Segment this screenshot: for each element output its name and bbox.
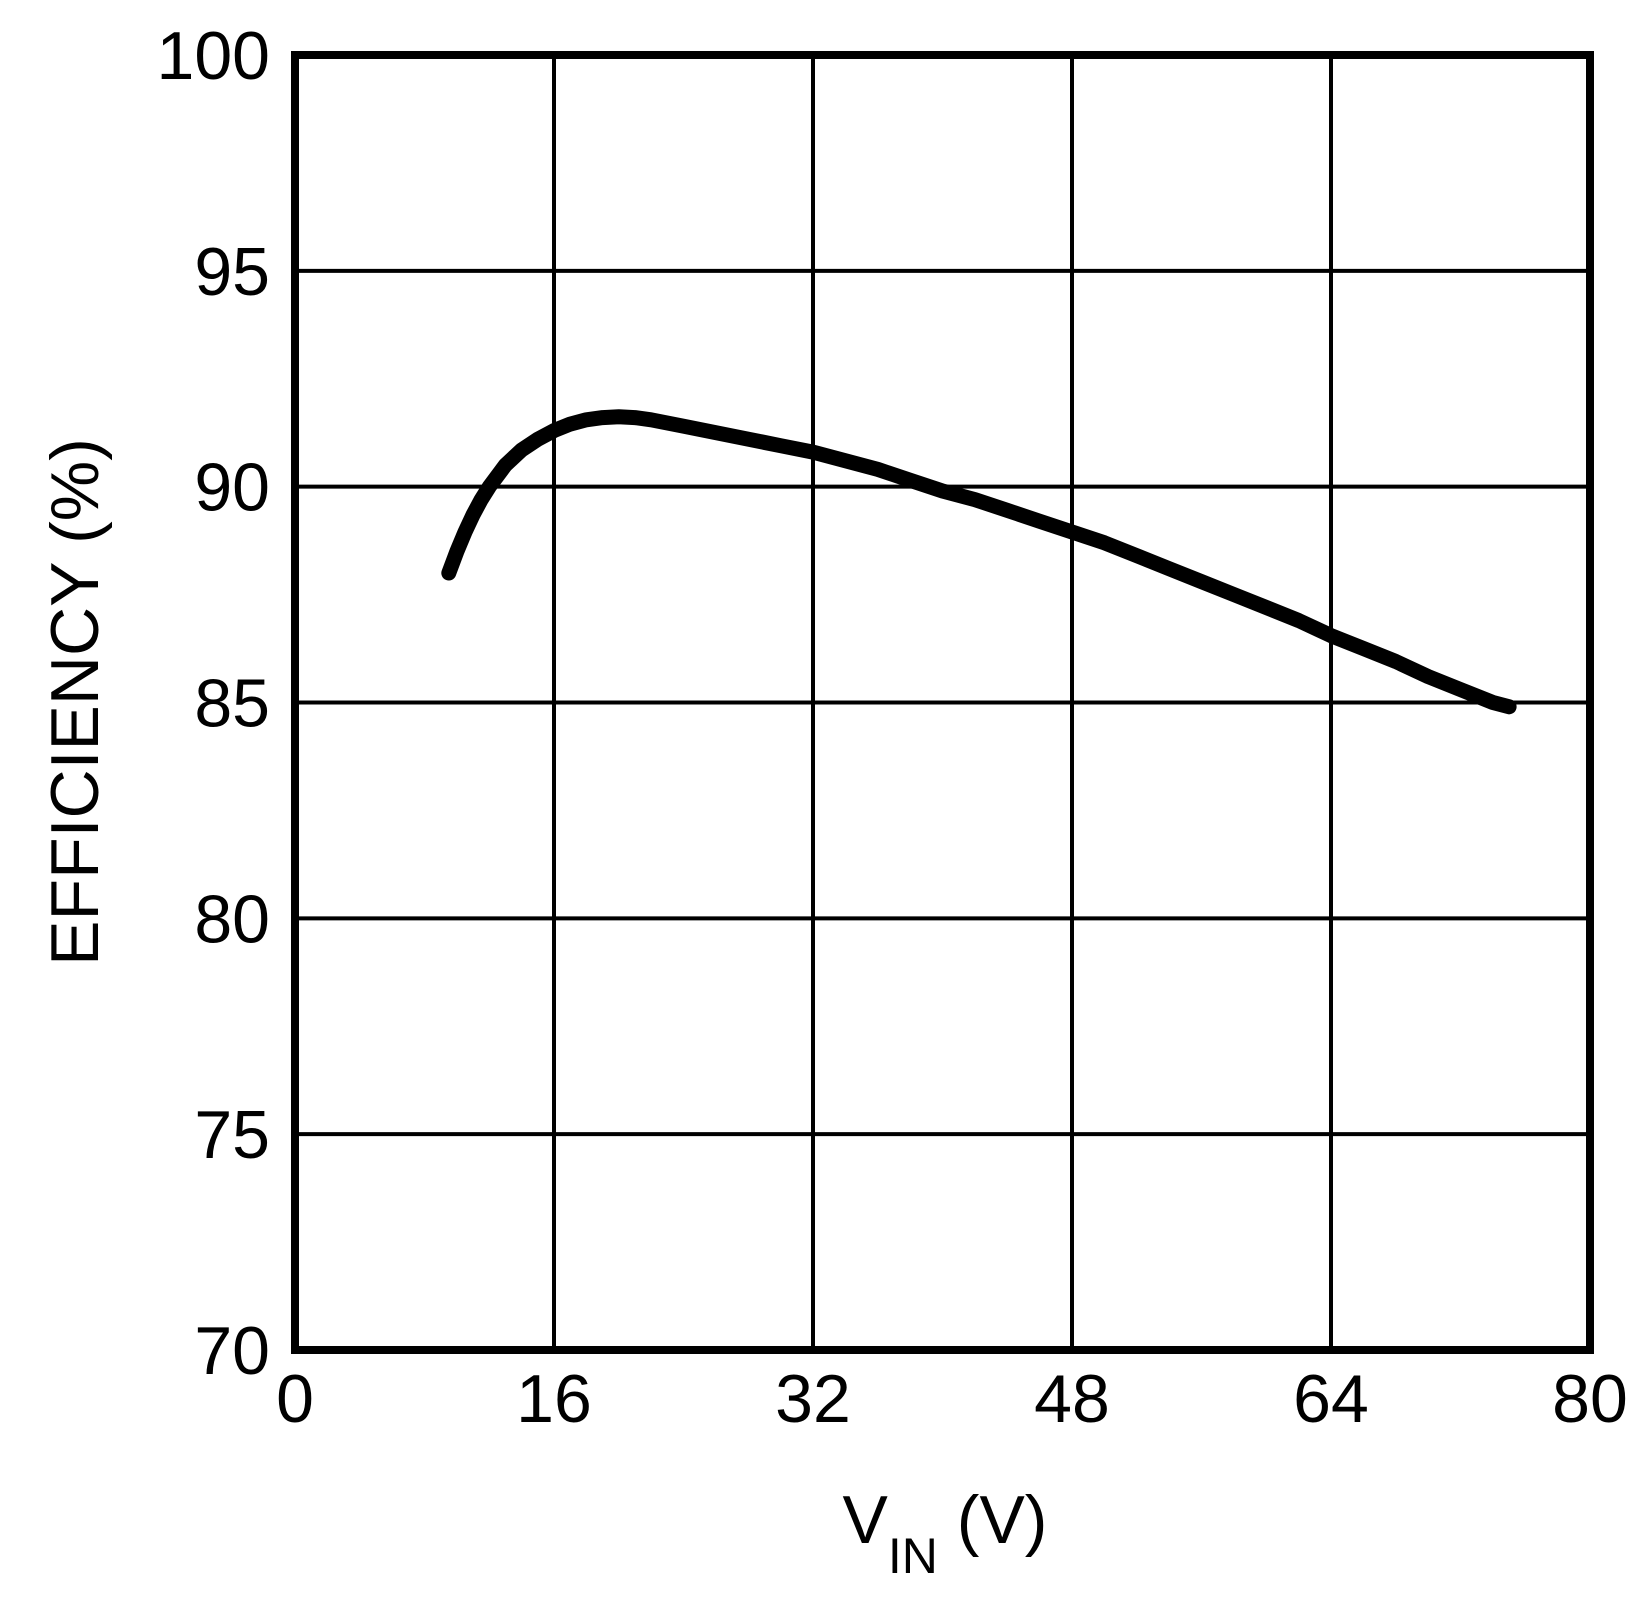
x-axis-label-unit: (V) <box>938 1482 1048 1558</box>
y-tick-label: 85 <box>194 666 270 742</box>
x-tick-label: 80 <box>1552 1361 1628 1437</box>
x-tick-labels: 0 16 32 48 64 80 <box>276 1361 1628 1437</box>
x-tick-label: 16 <box>516 1361 592 1437</box>
y-tick-label: 70 <box>194 1313 270 1389</box>
y-tick-label: 100 <box>157 18 270 94</box>
y-tick-label: 75 <box>194 1097 270 1173</box>
y-axis-label: EFFICIENCY (%) <box>37 438 113 966</box>
plot-border <box>291 51 1594 1354</box>
y-tick-label: 80 <box>194 881 270 957</box>
x-tick-label: 0 <box>276 1361 314 1437</box>
efficiency-curve <box>441 409 1517 715</box>
x-tick-label: 32 <box>775 1361 851 1437</box>
series-layer <box>441 409 1517 715</box>
x-tick-label: 64 <box>1293 1361 1369 1437</box>
x-axis-label: VIN (V) <box>843 1482 1048 1584</box>
x-tick-label: 48 <box>1034 1361 1110 1437</box>
y-tick-labels: 70 75 80 85 90 95 100 <box>157 18 270 1389</box>
y-tick-label: 95 <box>194 234 270 310</box>
y-tick-label: 90 <box>194 450 270 526</box>
x-axis-label-main: V <box>843 1482 889 1558</box>
x-axis-label-subscript: IN <box>888 1528 938 1584</box>
grid-layer <box>295 55 1590 1350</box>
